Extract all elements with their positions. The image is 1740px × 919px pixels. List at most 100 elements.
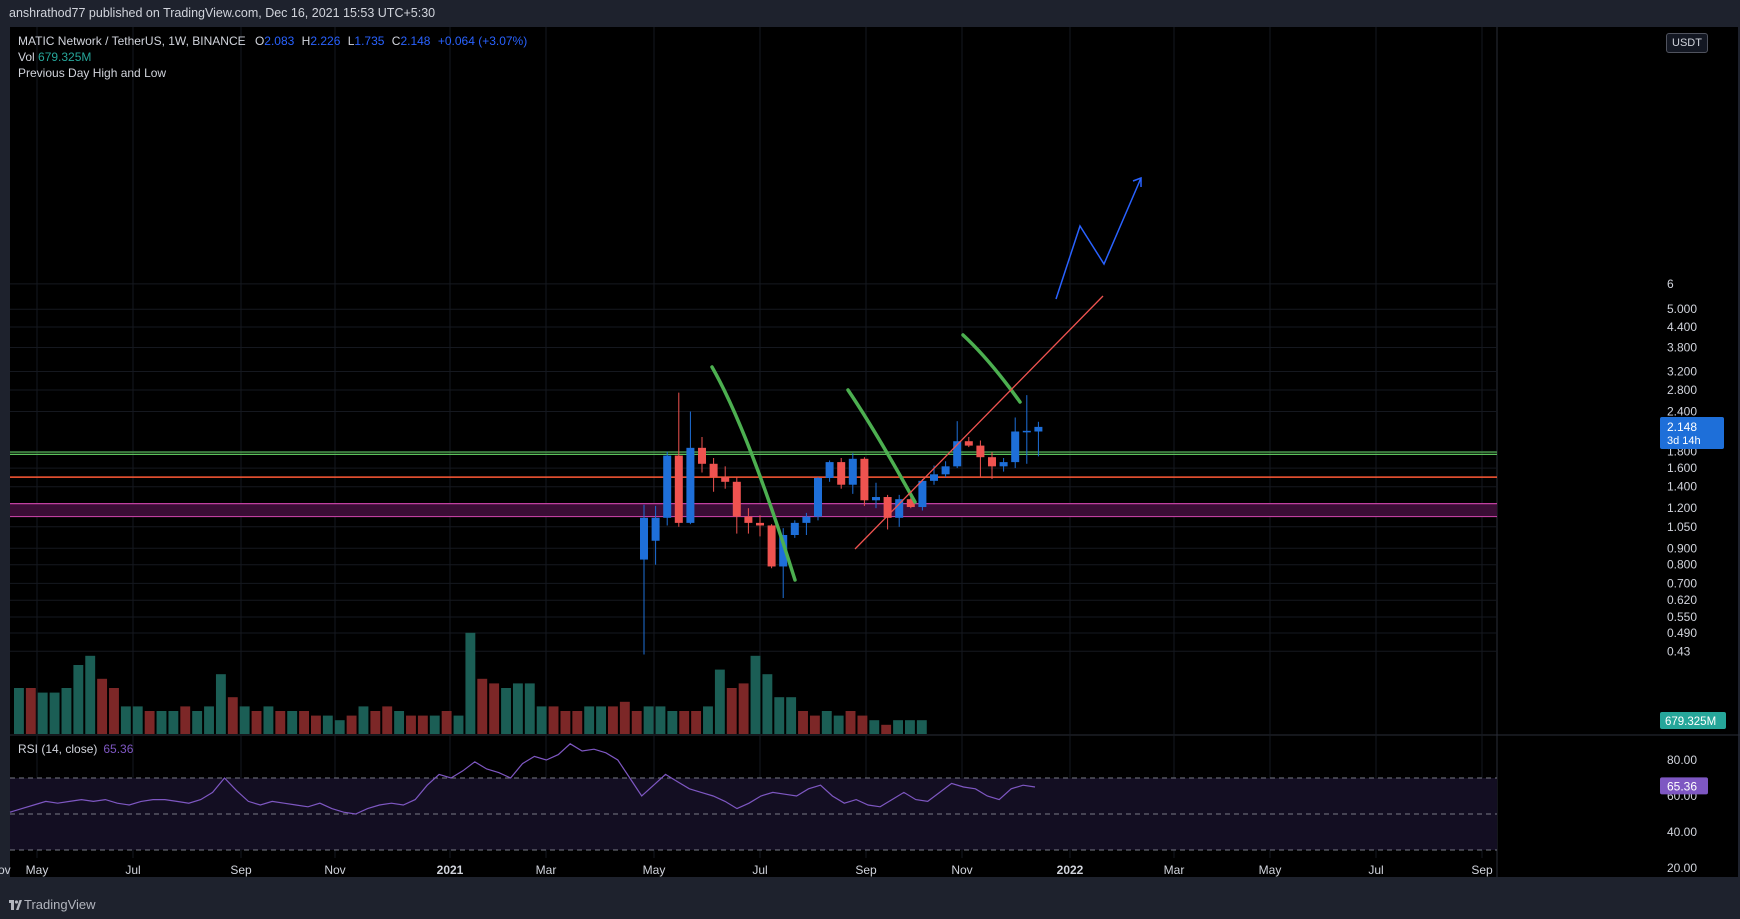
rsi-tick-label: 40.00 [1667, 825, 1697, 839]
volume-bar [37, 692, 48, 734]
downtrend-curve [710, 365, 797, 582]
volume-bar [643, 706, 654, 734]
high-value: 2.226 [310, 34, 341, 48]
volume-bar [893, 720, 903, 734]
high-label: H [301, 34, 311, 48]
volume-bar [429, 715, 440, 734]
volume-bar [204, 706, 214, 734]
volume-bar [120, 706, 131, 734]
volume-bar [14, 688, 24, 734]
publish-header: anshrathod77 published on TradingView.co… [0, 0, 1740, 27]
volume-bar [798, 711, 808, 734]
candle-body [767, 525, 776, 567]
volume-bar [619, 701, 630, 734]
currency-badge[interactable]: USDT [1666, 33, 1708, 53]
volume-bar [608, 706, 618, 734]
candle-body [941, 466, 950, 475]
volume-bar [97, 678, 108, 734]
uptrend-line [854, 295, 1104, 550]
candle-body [674, 455, 683, 523]
indicator-label[interactable]: Previous Day High and Low [18, 66, 167, 80]
rsi-badge-text: 65.36 [1667, 779, 1697, 793]
volume-bar [536, 706, 547, 734]
candle-body [686, 447, 695, 523]
volume-bar [548, 706, 559, 734]
volume-bar [144, 711, 155, 734]
candle-body [964, 441, 973, 446]
price-tick-label: 3.200 [1667, 364, 1697, 378]
volume-bar [596, 706, 606, 734]
price-tick-label: 3.800 [1667, 340, 1697, 354]
projection-path [1055, 177, 1142, 300]
volume-bar [786, 697, 797, 734]
candle-body [721, 477, 730, 482]
volume-bar [275, 711, 286, 734]
vol-label[interactable]: Vol [18, 50, 35, 64]
symbol-label[interactable]: MATIC Network / TetherUS, 1W, BINANCE [18, 34, 246, 48]
volume-bar [382, 706, 393, 734]
candle-body [872, 497, 880, 501]
price-tick-label: 1.400 [1667, 480, 1697, 494]
volume-bar [417, 715, 428, 734]
legend-symbol-row: MATIC Network / TetherUS, 1W, BINANCE O 2… [18, 33, 531, 49]
chart-legend: MATIC Network / TetherUS, 1W, BINANCE O 2… [18, 33, 531, 81]
volume-bar [881, 724, 892, 734]
candle-body [814, 478, 822, 517]
candle-body [779, 535, 788, 567]
volume-bar [703, 706, 713, 734]
volume-bar [394, 711, 405, 734]
vol-value: 679.325M [38, 50, 92, 64]
price-tick-label: 1.200 [1667, 501, 1697, 515]
volume-bar [857, 715, 868, 734]
volume-badge [1660, 712, 1726, 729]
footer-brand[interactable]: TradingView [24, 897, 96, 912]
volume-bar [322, 715, 333, 734]
candle-body [1011, 431, 1020, 463]
candle-body [744, 516, 753, 523]
candle-body [953, 441, 962, 467]
volume-bar [560, 711, 571, 734]
volume-bar [441, 711, 452, 734]
volume-bar [49, 692, 60, 734]
price-tick-label: 5.000 [1667, 302, 1697, 316]
time-tick-label: Mar [536, 863, 557, 877]
volume-bar [334, 720, 345, 734]
tradingview-logo-icon [9, 900, 22, 910]
volume-bar [774, 697, 785, 734]
price-tick-label: 0.900 [1667, 541, 1697, 555]
time-tick-label: May [643, 863, 666, 877]
projection-arrowhead [1132, 176, 1142, 187]
volume-badge-text: 679.325M [1665, 716, 1716, 728]
volume-bar [501, 688, 511, 734]
time-tick-label: 2022 [1057, 863, 1084, 877]
rsi-label[interactable]: RSI (14, close) [18, 742, 98, 756]
volume-bar [251, 711, 262, 734]
candle-body [918, 480, 927, 508]
time-tick-label: Sep [1471, 863, 1493, 877]
volume-bar [239, 706, 250, 734]
volume-bar [156, 711, 167, 734]
volume-bar [406, 715, 416, 734]
volume-bar [132, 706, 143, 734]
time-tick-label: May [1259, 863, 1282, 877]
volume-bar [726, 688, 737, 734]
price-tick-label: 6 [1667, 277, 1674, 291]
rsi-tick-label: 80.00 [1667, 753, 1697, 767]
volume-bar [572, 711, 583, 734]
legend-indicator-row: Previous Day High and Low [18, 65, 531, 81]
volume-bar [584, 706, 595, 734]
volume-bar [109, 688, 119, 734]
volume-bar [845, 711, 856, 734]
volume-bar [61, 688, 72, 734]
volume-bar [667, 711, 678, 734]
price-tick-label: 0.620 [1667, 593, 1697, 607]
volume-bar [287, 711, 298, 734]
open-label: O [254, 34, 265, 48]
price-tick-label: 2.800 [1667, 383, 1697, 397]
volume-bar [679, 711, 690, 734]
volume-bar [453, 715, 464, 734]
price-tick-label: 2.400 [1667, 405, 1697, 419]
time-tick-label: Nov [951, 863, 972, 877]
close-value: 2.148 [400, 34, 431, 48]
